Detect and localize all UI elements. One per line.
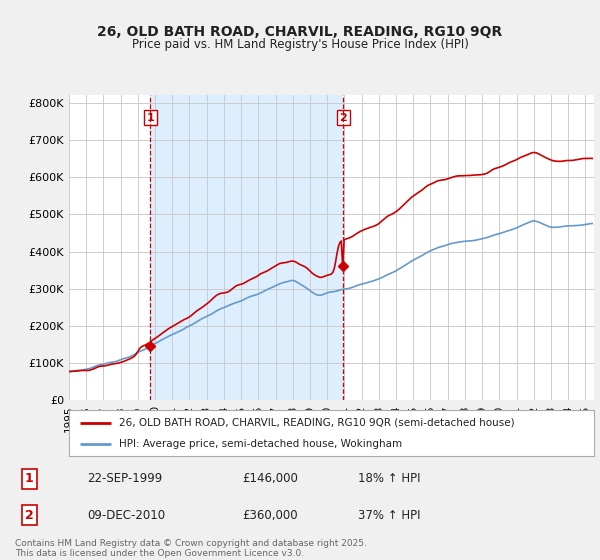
Text: 18% ↑ HPI: 18% ↑ HPI: [358, 473, 420, 486]
Text: 2: 2: [340, 113, 347, 123]
Bar: [151, 95, 343, 400]
Text: £360,000: £360,000: [242, 508, 298, 521]
Text: HPI: Average price, semi-detached house, Wokingham: HPI: Average price, semi-detached house,…: [119, 439, 402, 449]
Text: 37% ↑ HPI: 37% ↑ HPI: [358, 508, 420, 521]
Text: 09-DEC-2010: 09-DEC-2010: [87, 508, 165, 521]
Text: 22-SEP-1999: 22-SEP-1999: [87, 473, 162, 486]
Text: 26, OLD BATH ROAD, CHARVIL, READING, RG10 9QR (semi-detached house): 26, OLD BATH ROAD, CHARVIL, READING, RG1…: [119, 418, 515, 428]
Text: Price paid vs. HM Land Registry's House Price Index (HPI): Price paid vs. HM Land Registry's House …: [131, 38, 469, 51]
Text: 1: 1: [25, 473, 34, 486]
Text: 1: 1: [146, 113, 154, 123]
Text: 26, OLD BATH ROAD, CHARVIL, READING, RG10 9QR: 26, OLD BATH ROAD, CHARVIL, READING, RG1…: [97, 25, 503, 39]
Text: Contains HM Land Registry data © Crown copyright and database right 2025.
This d: Contains HM Land Registry data © Crown c…: [15, 539, 367, 558]
Text: £146,000: £146,000: [242, 473, 298, 486]
Text: 2: 2: [25, 508, 34, 521]
